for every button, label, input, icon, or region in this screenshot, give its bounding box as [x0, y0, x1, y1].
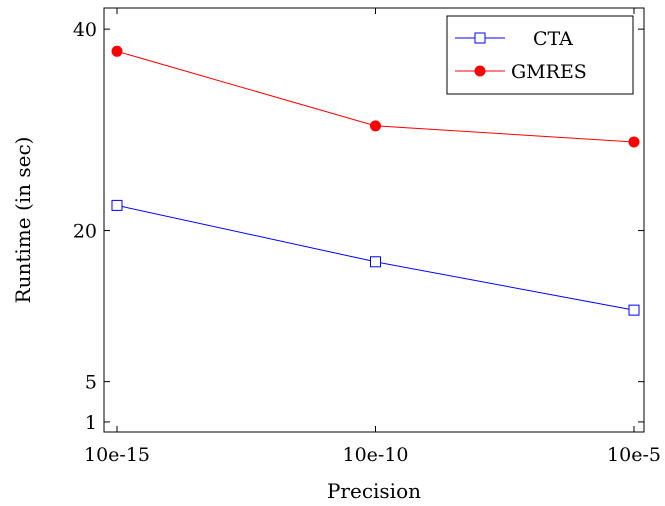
y-axis-label: Runtime (in sec) [11, 137, 35, 304]
legend-marker-gmres [474, 65, 486, 77]
x-axis-label: Precision [327, 479, 421, 503]
data-point-cta [370, 256, 381, 268]
legend: CTA GMRES [446, 15, 634, 95]
data-point-gmres [628, 136, 640, 148]
legend-box [446, 15, 634, 95]
x-tick-label: 10e-5 [607, 444, 661, 466]
data-point-gmres [111, 45, 123, 57]
x-tick-label: 10e-15 [84, 444, 150, 466]
legend-label-gmres: GMRES [511, 61, 587, 83]
legend-label-cta: CTA [533, 28, 573, 50]
chart-marks [111, 45, 640, 316]
data-point-cta [111, 199, 123, 211]
plot-frame [103, 7, 645, 433]
y-tick-label: 5 [85, 372, 97, 394]
axis-ticks: 1 5 20 40 10e-15 10e-10 10e-5 [73, 8, 661, 466]
data-point-gmres [370, 120, 381, 132]
legend-marker-cta [474, 32, 486, 44]
x-tick-label: 10e-10 [342, 444, 408, 466]
y-tick-label: 20 [73, 221, 97, 243]
y-tick-label: 40 [73, 19, 97, 41]
data-point-cta [628, 304, 640, 316]
y-tick-label: 1 [85, 412, 97, 434]
